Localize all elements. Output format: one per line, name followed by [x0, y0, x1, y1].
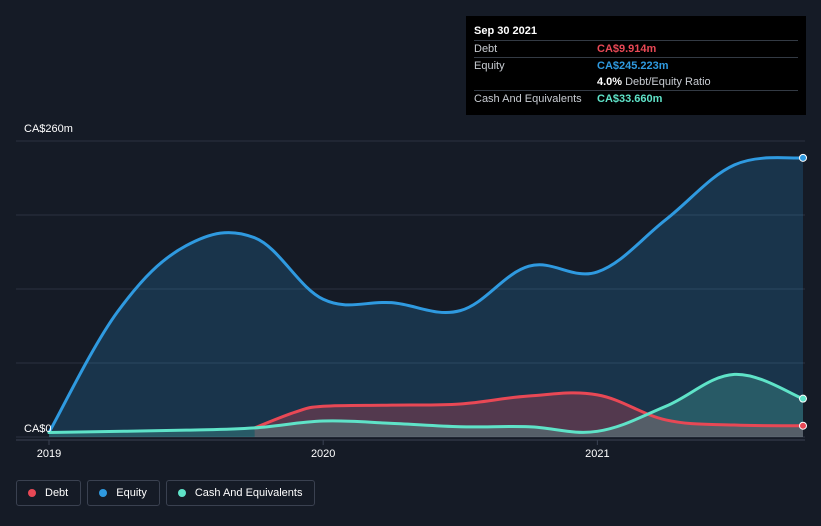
legend-cash-dot-icon: [177, 489, 186, 497]
tooltip-cash-label: Cash And Equivalents: [474, 93, 582, 105]
tooltip-equity-label: Equity: [474, 60, 505, 72]
series-areas: [49, 157, 804, 437]
equity-area: [49, 157, 803, 437]
legend-debt-dot-icon: [28, 489, 36, 497]
y-tick-label: CA$0: [24, 423, 52, 435]
legend-cash-label: Cash And Equivalents: [194, 487, 303, 499]
legend-item-cash[interactable]: Cash And Equivalents: [165, 480, 316, 506]
tooltip-cash-value: CA$33.660m: [597, 93, 663, 105]
equity-end-marker: [799, 153, 807, 162]
legend-debt-label: Debt: [45, 487, 69, 499]
x-tick-label: 2020: [311, 448, 335, 460]
cash-area: [49, 374, 803, 437]
axis-labels: 2019 2020 2021 CA$260m CA$0: [24, 123, 610, 460]
series-lines: [47, 156, 805, 434]
legend-equity-label: Equity: [116, 487, 147, 499]
legend-item-debt[interactable]: Debt: [16, 480, 82, 506]
legend: Debt Equity Cash And Equivalents: [16, 480, 316, 506]
gridlines: [16, 140, 805, 445]
x-tick-label: 2019: [37, 448, 61, 460]
debt-area: [254, 392, 804, 437]
legend-equity-dot-icon: [99, 489, 108, 497]
x-tick-label: 2021: [585, 448, 609, 460]
debt-end-marker: [799, 421, 807, 430]
tooltip-ratio-percent: 4.0%: [597, 76, 623, 88]
debt-line: [253, 391, 805, 430]
legend-item-equity[interactable]: Equity: [87, 480, 160, 506]
tooltip-equity-value: CA$245.223m: [597, 60, 669, 72]
tooltip-debt-label: Debt: [474, 43, 498, 55]
tooltip-date: Sep 30 2021: [474, 25, 537, 37]
equity-line: [47, 156, 805, 434]
cash-end-marker: [799, 394, 807, 403]
tooltip-debt-value: CA$9.914m: [597, 43, 657, 55]
cash-line: [47, 372, 805, 434]
y-tick-label: CA$260m: [24, 123, 73, 135]
tooltip-panel: Sep 30 2021 Debt CA$9.914m Equity CA$245…: [466, 16, 806, 115]
tooltip-ratio-label: Debt/Equity Ratio: [625, 76, 711, 88]
end-markers: [799, 153, 807, 430]
